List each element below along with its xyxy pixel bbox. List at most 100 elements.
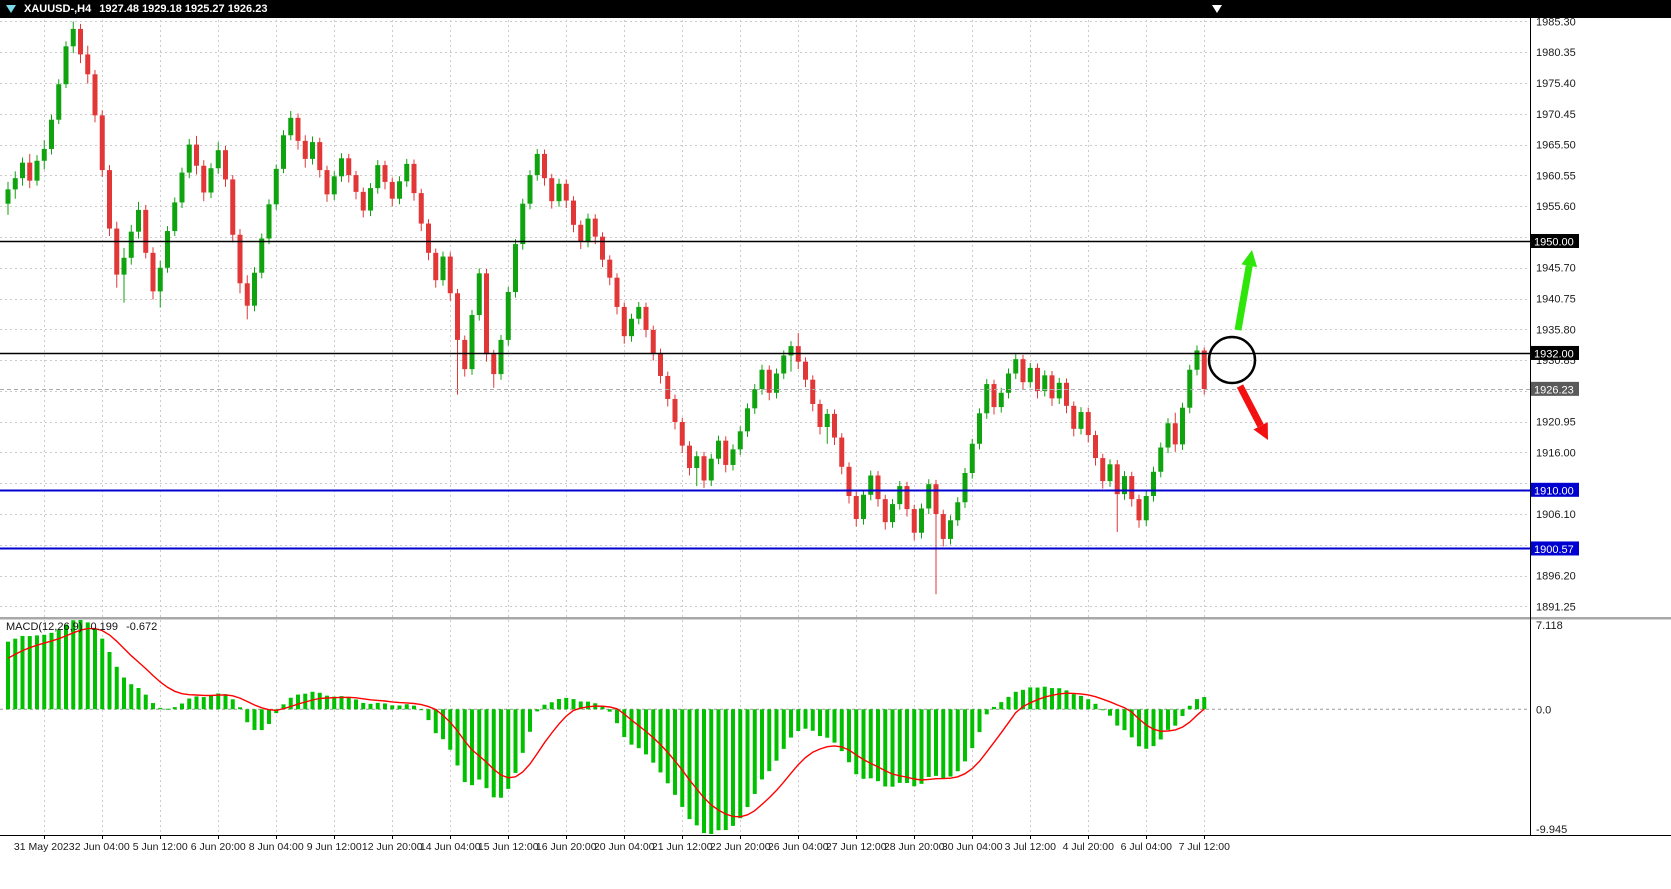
time-axis-label: 6 Jul 04:00 xyxy=(1121,841,1173,853)
candle xyxy=(208,163,214,199)
candle xyxy=(1056,377,1062,404)
candle xyxy=(339,153,344,182)
time-axis-label: 7 Jul 12:00 xyxy=(1179,841,1231,853)
candle xyxy=(513,239,518,298)
candle xyxy=(1100,453,1106,489)
candle xyxy=(984,379,990,419)
macd-axis-label: 7.118 xyxy=(1536,620,1563,632)
candle xyxy=(679,417,685,454)
time-axis-label: 14 Jun 04:00 xyxy=(420,841,481,853)
candle xyxy=(1078,407,1084,435)
candle xyxy=(542,149,547,186)
price-axis-label: 1906.10 xyxy=(1536,509,1576,521)
price-badge: 1932.00 xyxy=(1531,345,1579,360)
chart-frame xyxy=(0,18,1671,836)
candle xyxy=(1064,378,1069,414)
candle xyxy=(310,136,315,165)
candle xyxy=(244,275,250,320)
candle xyxy=(99,110,105,177)
candle xyxy=(505,287,511,346)
candle xyxy=(63,41,69,88)
time-axis-label: 9 Jun 12:00 xyxy=(307,841,362,853)
svg-text:1950.00: 1950.00 xyxy=(1534,237,1574,249)
candle xyxy=(389,177,395,207)
candle xyxy=(317,137,323,178)
candle xyxy=(882,494,888,530)
candle xyxy=(20,157,25,186)
candle xyxy=(752,384,758,414)
candle xyxy=(404,158,410,187)
candle xyxy=(766,365,772,401)
candle xyxy=(810,375,816,412)
candle xyxy=(1042,370,1048,397)
candle xyxy=(563,179,569,209)
candle xyxy=(846,462,852,504)
svg-text:1926.23: 1926.23 xyxy=(1534,384,1574,396)
candle xyxy=(223,145,228,187)
candle xyxy=(1180,402,1185,450)
candle xyxy=(34,155,40,186)
up-arrow-annotation[interactable] xyxy=(1234,250,1258,331)
candle xyxy=(281,130,286,174)
candle xyxy=(723,436,729,473)
candle xyxy=(955,497,961,526)
time-axis-label: 22 Jun 20:00 xyxy=(710,841,771,853)
trend-circle-annotation[interactable] xyxy=(1207,335,1257,385)
candle xyxy=(433,248,439,288)
candle xyxy=(527,170,533,210)
candle xyxy=(411,159,417,201)
macd-main-value: 0.199 xyxy=(90,621,119,633)
candle xyxy=(1013,354,1019,380)
candle xyxy=(426,219,431,261)
candle xyxy=(911,504,917,541)
price-badge: 1926.23 xyxy=(1531,381,1579,396)
candle xyxy=(745,403,750,437)
candle xyxy=(114,221,120,288)
price-axis-label: 1965.50 xyxy=(1536,140,1576,152)
candle xyxy=(12,171,18,199)
candle xyxy=(143,204,149,259)
candle xyxy=(1158,442,1164,478)
candle xyxy=(469,310,475,375)
candle xyxy=(781,350,787,380)
candle xyxy=(904,481,910,517)
candle xyxy=(701,451,707,488)
candle xyxy=(926,479,932,515)
candle xyxy=(1136,494,1142,528)
candle xyxy=(273,164,279,210)
time-axis-label: 2 Jun 04:00 xyxy=(75,841,130,853)
panel-separator[interactable] xyxy=(0,617,1671,620)
candle xyxy=(875,471,881,507)
price-axis-label: 1896.20 xyxy=(1536,571,1576,583)
candle xyxy=(824,408,830,444)
price-badge: 1900.57 xyxy=(1531,541,1579,556)
candle xyxy=(614,273,620,315)
candle xyxy=(1020,354,1026,390)
candle xyxy=(324,165,330,202)
chart-symbol-label: XAUUSD-,H4 xyxy=(24,3,92,15)
macd-signal-value: -0.672 xyxy=(126,621,158,633)
candle xyxy=(1151,466,1156,502)
time-axis-label: 6 Jun 20:00 xyxy=(191,841,246,853)
horizontal-level-lines xyxy=(0,240,1530,550)
time-axis-label: 20 Jun 04:00 xyxy=(594,841,655,853)
candle xyxy=(1201,347,1207,395)
macd-indicator-label: MACD(12,26,9) 0.199 -0.672 xyxy=(6,621,162,633)
candle xyxy=(788,341,794,372)
down-arrow-annotation[interactable] xyxy=(1236,384,1268,440)
candle xyxy=(643,302,649,338)
candle xyxy=(107,165,112,237)
time-axis: 31 May 2023 2 Jun 04:00 5 Jun 12:00 6 Jun 2… xyxy=(14,835,1230,853)
candle xyxy=(179,167,185,209)
price-axis-label: 1985.30 xyxy=(1536,16,1576,28)
candle xyxy=(730,444,736,471)
time-axis-label: 12 Jun 20:00 xyxy=(362,841,423,853)
price-axis-label: 1975.40 xyxy=(1536,78,1576,90)
candle xyxy=(397,176,402,205)
candle xyxy=(1027,362,1033,388)
candle xyxy=(919,503,924,539)
price-axis-label: 1940.75 xyxy=(1536,294,1576,306)
time-axis-label: 28 Jun 20:00 xyxy=(884,841,945,853)
candle xyxy=(890,499,895,528)
